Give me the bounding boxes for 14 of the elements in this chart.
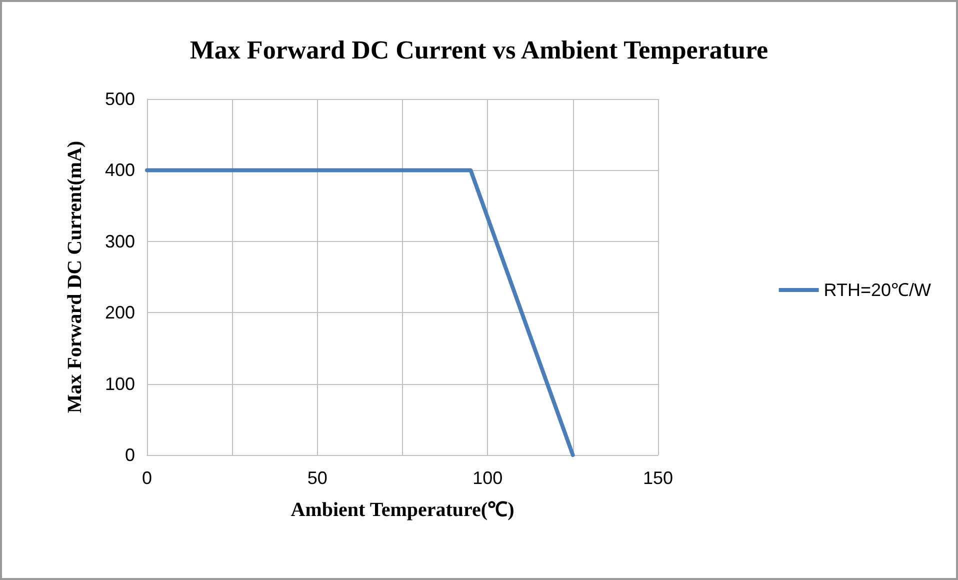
x-tick-label: 0 bbox=[142, 468, 152, 488]
y-tick-label: 0 bbox=[124, 445, 135, 465]
y-tick-label: 400 bbox=[104, 160, 135, 180]
chart-title: Max Forward DC Current vs Ambient Temperature bbox=[190, 36, 768, 64]
y-tick-label: 500 bbox=[104, 89, 135, 109]
x-tick-label: 150 bbox=[642, 468, 674, 488]
y-tick-label: 200 bbox=[104, 302, 135, 323]
x-axis-title: Ambient Temperature(℃) bbox=[290, 499, 514, 521]
x-tick-label: 100 bbox=[472, 468, 503, 488]
x-tick-label: 50 bbox=[307, 468, 328, 488]
legend-label: RTH=20℃/W bbox=[824, 280, 932, 300]
y-tick-label: 100 bbox=[104, 374, 135, 394]
y-axis-title: Max Forward DC Current(mA) bbox=[64, 140, 86, 414]
y-tick-label: 300 bbox=[104, 231, 135, 252]
